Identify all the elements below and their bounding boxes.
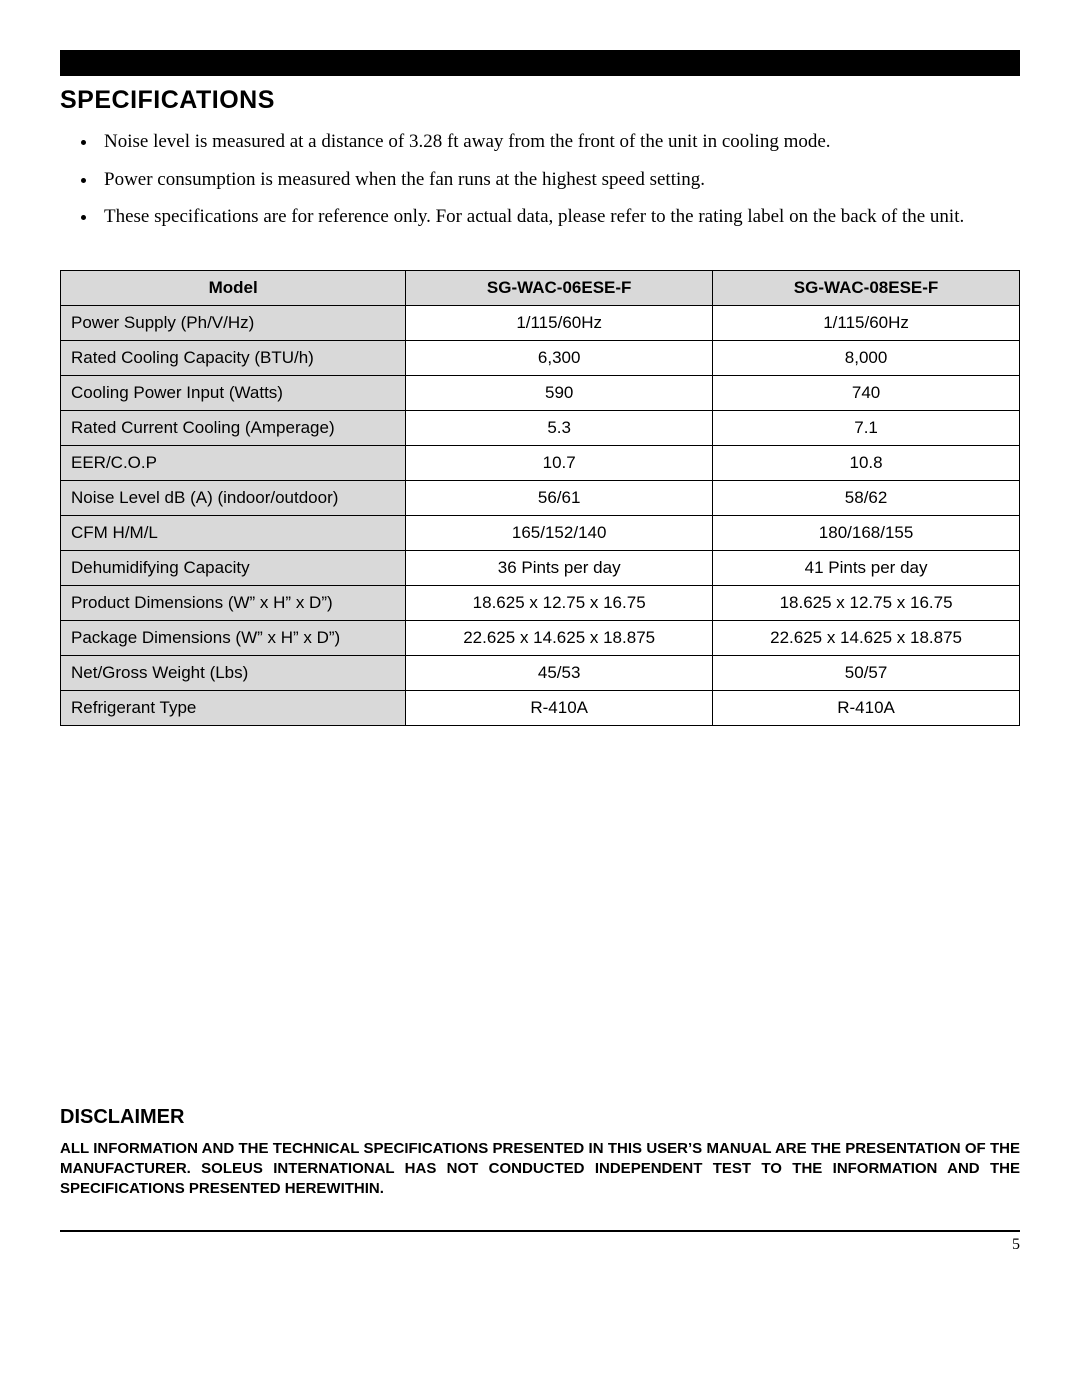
param-cell: Rated Cooling Capacity (BTU/h) <box>61 340 406 375</box>
table-row: CFM H/M/L165/152/140180/168/155 <box>61 515 1020 550</box>
section-title: SPECIFICATIONS <box>60 86 1020 115</box>
disclaimer-title: DISCLAIMER <box>60 1106 1020 1129</box>
col-header-model: Model <box>61 270 406 305</box>
table-row: Product Dimensions (W” x H” x D”)18.625 … <box>61 585 1020 620</box>
footer-rule <box>60 1230 1020 1232</box>
value-cell: 740 <box>713 375 1020 410</box>
param-cell: Net/Gross Weight (Lbs) <box>61 655 406 690</box>
param-cell: Dehumidifying Capacity <box>61 550 406 585</box>
value-cell: 18.625 x 12.75 x 16.75 <box>713 585 1020 620</box>
param-cell: Rated Current Cooling (Amperage) <box>61 410 406 445</box>
header-black-bar <box>60 50 1020 76</box>
value-cell: 22.625 x 14.625 x 18.875 <box>713 620 1020 655</box>
value-cell: 10.7 <box>406 445 713 480</box>
value-cell: R-410A <box>406 690 713 725</box>
spec-table-body: Power Supply (Ph/V/Hz)1/115/60Hz1/115/60… <box>61 305 1020 725</box>
param-cell: Power Supply (Ph/V/Hz) <box>61 305 406 340</box>
table-row: Rated Current Cooling (Amperage)5.37.1 <box>61 410 1020 445</box>
value-cell: 36 Pints per day <box>406 550 713 585</box>
table-row: Dehumidifying Capacity36 Pints per day41… <box>61 550 1020 585</box>
param-cell: Cooling Power Input (Watts) <box>61 375 406 410</box>
spec-notes-list: Noise level is measured at a distance of… <box>60 129 1020 230</box>
value-cell: 18.625 x 12.75 x 16.75 <box>406 585 713 620</box>
param-cell: Noise Level dB (A) (indoor/outdoor) <box>61 480 406 515</box>
value-cell: 5.3 <box>406 410 713 445</box>
table-row: Refrigerant TypeR-410AR-410A <box>61 690 1020 725</box>
table-header-row: Model SG-WAC-06ESE-F SG-WAC-08ESE-F <box>61 270 1020 305</box>
value-cell: 1/115/60Hz <box>713 305 1020 340</box>
value-cell: 1/115/60Hz <box>406 305 713 340</box>
value-cell: 8,000 <box>713 340 1020 375</box>
value-cell: 22.625 x 14.625 x 18.875 <box>406 620 713 655</box>
value-cell: 165/152/140 <box>406 515 713 550</box>
value-cell: 50/57 <box>713 655 1020 690</box>
spec-table: Model SG-WAC-06ESE-F SG-WAC-08ESE-F Powe… <box>60 270 1020 726</box>
col-header-model-a: SG-WAC-06ESE-F <box>406 270 713 305</box>
table-row: Package Dimensions (W” x H” x D”)22.625 … <box>61 620 1020 655</box>
value-cell: 7.1 <box>713 410 1020 445</box>
page: SPECIFICATIONS Noise level is measured a… <box>0 0 1080 1294</box>
page-number: 5 <box>60 1236 1020 1254</box>
value-cell: R-410A <box>713 690 1020 725</box>
table-row: EER/C.O.P10.710.8 <box>61 445 1020 480</box>
table-row: Rated Cooling Capacity (BTU/h)6,3008,000 <box>61 340 1020 375</box>
col-header-model-b: SG-WAC-08ESE-F <box>713 270 1020 305</box>
table-row: Cooling Power Input (Watts)590740 <box>61 375 1020 410</box>
value-cell: 41 Pints per day <box>713 550 1020 585</box>
param-cell: EER/C.O.P <box>61 445 406 480</box>
param-cell: Package Dimensions (W” x H” x D”) <box>61 620 406 655</box>
list-item: Noise level is measured at a distance of… <box>98 129 1020 155</box>
spacer <box>60 726 1020 1106</box>
table-row: Net/Gross Weight (Lbs)45/5350/57 <box>61 655 1020 690</box>
param-cell: Product Dimensions (W” x H” x D”) <box>61 585 406 620</box>
value-cell: 56/61 <box>406 480 713 515</box>
list-item: These specifications are for reference o… <box>98 204 1020 230</box>
value-cell: 590 <box>406 375 713 410</box>
value-cell: 58/62 <box>713 480 1020 515</box>
param-cell: CFM H/M/L <box>61 515 406 550</box>
list-item: Power consumption is measured when the f… <box>98 167 1020 193</box>
param-cell: Refrigerant Type <box>61 690 406 725</box>
value-cell: 45/53 <box>406 655 713 690</box>
table-row: Power Supply (Ph/V/Hz)1/115/60Hz1/115/60… <box>61 305 1020 340</box>
value-cell: 10.8 <box>713 445 1020 480</box>
table-row: Noise Level dB (A) (indoor/outdoor)56/61… <box>61 480 1020 515</box>
value-cell: 6,300 <box>406 340 713 375</box>
value-cell: 180/168/155 <box>713 515 1020 550</box>
disclaimer-text: ALL INFORMATION AND THE TECHNICAL SPECIF… <box>60 1139 1020 1200</box>
